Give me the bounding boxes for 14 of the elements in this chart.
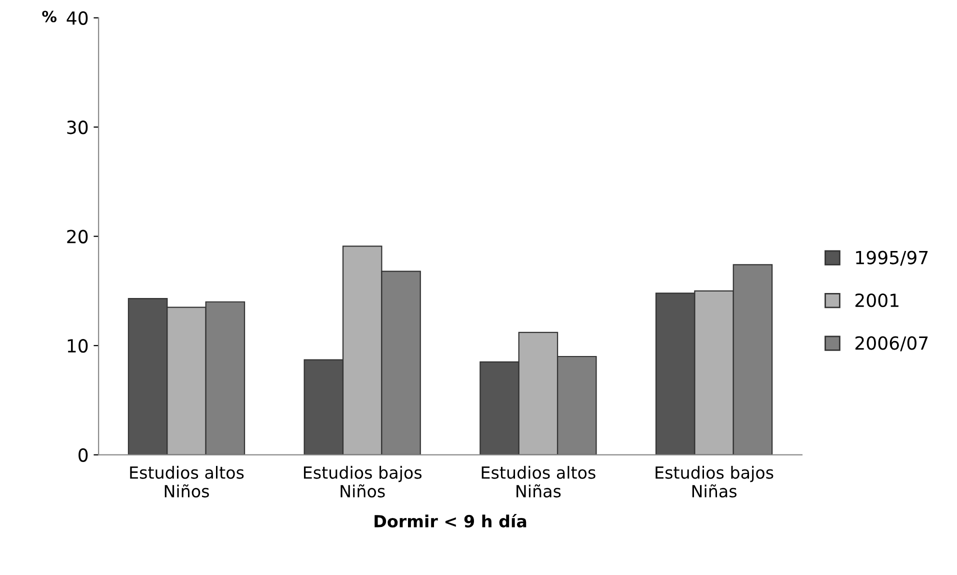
x-tick-label: Estudios altos Niñas <box>482 466 596 498</box>
legend-label: 2006/07 <box>855 336 928 352</box>
x-tick-label: Estudios bajos Niñas <box>656 466 774 498</box>
x-tick-label: Estudios altos Niños <box>130 466 244 498</box>
y-tick-label: 30 <box>67 120 88 134</box>
y-tick-label: 10 <box>68 339 88 353</box>
legend-label: 1995/97 <box>856 250 928 266</box>
y-tick-label: 20 <box>67 230 88 244</box>
y-axis-title: % <box>42 10 56 22</box>
x-axis-title: Dormir < 9 h día <box>374 514 526 528</box>
y-tick-label: 0 <box>78 448 88 462</box>
legend-label: 2001 <box>855 293 898 308</box>
y-tick-label: 40 <box>66 11 88 25</box>
x-tick-label: Estudios bajos Niños <box>304 466 422 498</box>
